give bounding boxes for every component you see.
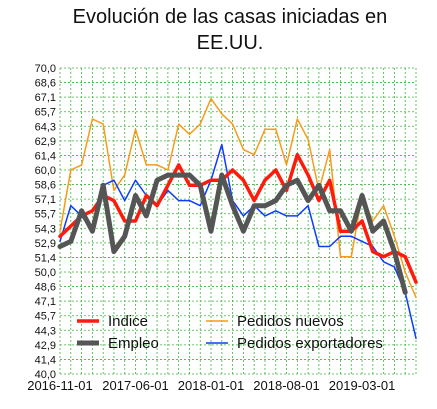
- legend: Indice Empleo Pedidos nuevos Pedidos export…: [77, 313, 383, 352]
- y-tick-label: 47,1: [35, 296, 56, 308]
- y-tick-label: 70,0: [35, 63, 56, 75]
- series-line-pedidos-exportadores: [59, 143, 417, 340]
- y-tick-label: 62,9: [35, 136, 56, 148]
- y-tick-label: 60,0: [35, 165, 56, 177]
- x-tick-label: 2018-08-01: [253, 378, 320, 393]
- y-tick-label: 40,0: [35, 369, 56, 381]
- y-tick-label: 48,6: [35, 282, 56, 294]
- legend-label-indice: Indice: [108, 313, 148, 330]
- legend-label-pedidos-nuevos: Pedidos nuevos: [237, 313, 344, 330]
- y-tick-label: 54,3: [35, 223, 56, 235]
- y-tick-label: 44,3: [35, 325, 56, 337]
- y-tick-label: 65,7: [35, 107, 56, 119]
- x-tick-label: 2016-11-01: [27, 378, 93, 393]
- y-tick-label: 61,4: [35, 150, 56, 162]
- x-tick-label: 2019-03-01: [329, 378, 396, 393]
- chart-title-line-1: Evolución de las casas iniciadas en: [72, 6, 388, 28]
- chart-title-line-2: EE.UU.: [196, 32, 264, 54]
- y-tick-label: 50,0: [35, 267, 56, 279]
- y-tick-label: 57,1: [35, 194, 56, 206]
- y-tick-label: 55,7: [35, 209, 56, 221]
- y-tick-label: 67,1: [35, 92, 56, 104]
- y-tick-label: 64,3: [35, 121, 56, 133]
- y-axis-ticks: 40,0 41,4 42,9 44,3 45,7 47,1 48,6 50,0 51,4 52,9…: [35, 63, 56, 381]
- y-tick-label: 45,7: [35, 311, 56, 323]
- y-tick-label: 68,6: [35, 78, 56, 90]
- series-line-empleo: [57, 172, 408, 295]
- x-axis-ticks: 2016-11-01 2017-06-01 2018-01-01 2018-08-01…: [27, 378, 395, 393]
- legend-label-empleo: Empleo: [108, 335, 159, 352]
- series-lines: [57, 97, 418, 340]
- y-tick-label: 42,9: [35, 340, 56, 352]
- y-tick-label: 52,9: [35, 238, 56, 250]
- y-tick-label: 51,4: [35, 252, 56, 264]
- chart-title: Evolución de las casas iniciadas en EE.U…: [40, 4, 420, 56]
- x-tick-label: 2017-06-01: [102, 378, 169, 393]
- x-tick-label: 2018-01-01: [178, 378, 245, 393]
- y-tick-label: 41,4: [35, 354, 56, 366]
- y-tick-label: 58,6: [35, 180, 56, 192]
- legend-label-pedidos-exportadores: Pedidos exportadores: [237, 335, 383, 352]
- series-line-indice: [58, 152, 418, 284]
